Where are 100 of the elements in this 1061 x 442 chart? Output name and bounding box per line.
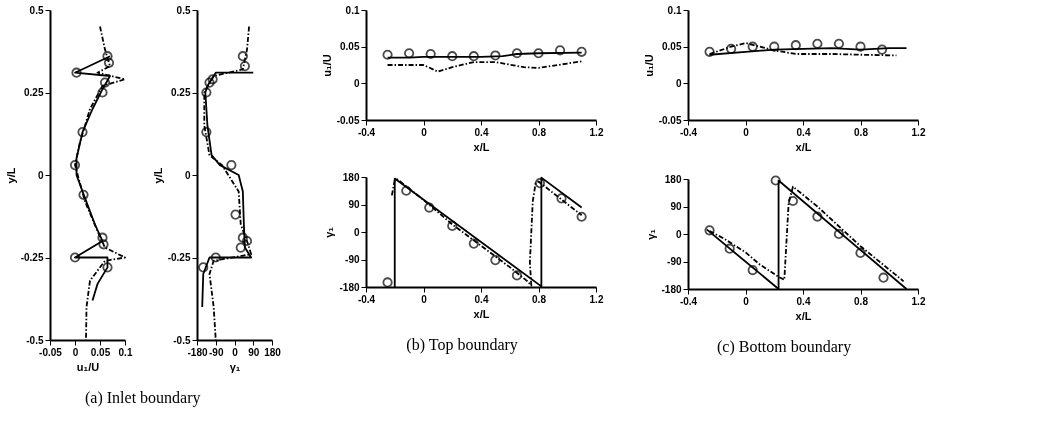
x-tick-label: 1.2 [911,295,926,307]
point [576,211,587,222]
y-tick-label: -0.05 [336,114,360,126]
point [769,41,780,52]
point [511,48,523,59]
point [99,77,111,88]
y-tick-label: 0 [184,169,191,181]
x-tick-label: 0 [421,293,428,305]
y-tick-label: 0.5 [176,4,191,16]
y-tick-label: 0.1 [667,4,682,16]
point [226,160,237,171]
point [237,232,248,243]
point [812,211,823,222]
point [556,193,567,204]
x-tick-label: 1.2 [589,126,604,138]
point [726,43,737,54]
point [241,235,253,247]
y-tick-label: 90 [670,201,682,212]
point [69,160,81,171]
x-tick-label: 0 [232,346,239,358]
y-tick-label: 0.5 [29,4,44,16]
point [201,127,212,138]
point [747,264,758,276]
y-tick-label: 0 [675,228,682,240]
y-tick-label: -90 [667,256,682,267]
x-tick-label: 180 [264,346,282,358]
y-axis-title: γ₁ [645,228,658,240]
x-axis-title: x/L [473,140,490,153]
x-axis-title: γ₁ [229,360,241,373]
x-tick-label: 1.2 [911,126,926,138]
x-tick-label: 0.8 [854,295,869,307]
x-tick-label: 0.4 [796,295,811,307]
point [382,49,393,60]
point [554,45,566,56]
point [239,61,250,72]
point [102,262,113,273]
x-tick-label: 0.8 [532,293,547,305]
point [704,46,715,57]
point [490,255,501,266]
point [534,178,546,189]
point [401,185,412,196]
y-tick-label: -180 [339,281,360,293]
x-tick-label: 0.8 [532,126,547,138]
point [447,51,458,62]
point [468,51,479,62]
point [878,272,889,283]
x-tick-label: 0 [421,126,428,138]
text: (a) Inlet boundary [85,389,201,407]
y-tick-label: -0.25 [167,252,191,263]
point [69,252,81,263]
point [77,127,88,138]
y-tick-label: 0 [675,77,682,89]
y-axis-title: y/L [151,167,164,184]
x-tick-label: -180 [187,346,208,358]
point [790,40,801,51]
point [447,220,458,231]
y-tick-label: 0 [353,77,360,89]
point [97,232,108,243]
point [237,51,248,62]
x-axis-title: x/L [473,307,490,320]
point [198,262,209,273]
y-axis-title: u₁/U [642,54,655,77]
y-tick-label: 0.05 [340,41,360,53]
point [78,189,89,200]
text: (c) Bottom boundary [716,338,852,356]
point [747,41,758,52]
point [770,175,781,186]
point [468,238,479,249]
point [201,87,212,98]
point [876,44,888,55]
point [210,252,221,263]
point [833,38,845,49]
point [576,46,587,57]
point [97,87,108,98]
point [71,67,82,78]
point [424,202,435,213]
x-tick-label: 0.05 [90,346,111,358]
point [724,243,735,254]
x-tick-label: 0.4 [474,126,489,138]
y-tick-label: 0.05 [662,41,682,53]
x-tick-label: -0.05 [39,346,63,358]
x-tick-label: 0 [72,346,79,358]
x-tick-label: -90 [209,346,224,358]
point [404,48,415,59]
y-tick-label: 0.25 [24,87,44,98]
point [382,277,393,288]
x-axis-title: x/L [795,140,812,153]
point [855,41,866,52]
y-tick-label: -0.5 [173,334,191,346]
x-tick-label: 0.8 [854,126,869,138]
point [833,228,845,240]
point [230,209,241,220]
y-tick-label: -180 [661,283,682,295]
y-axis-title: y/L [4,167,17,184]
x-tick-label: 1.2 [589,293,604,305]
x-axis-title: u₁/U [76,360,100,373]
x-tick-label: 0 [743,295,750,307]
y-tick-label: 0 [37,169,44,181]
y-tick-label: 90 [348,199,360,210]
point [103,57,115,68]
